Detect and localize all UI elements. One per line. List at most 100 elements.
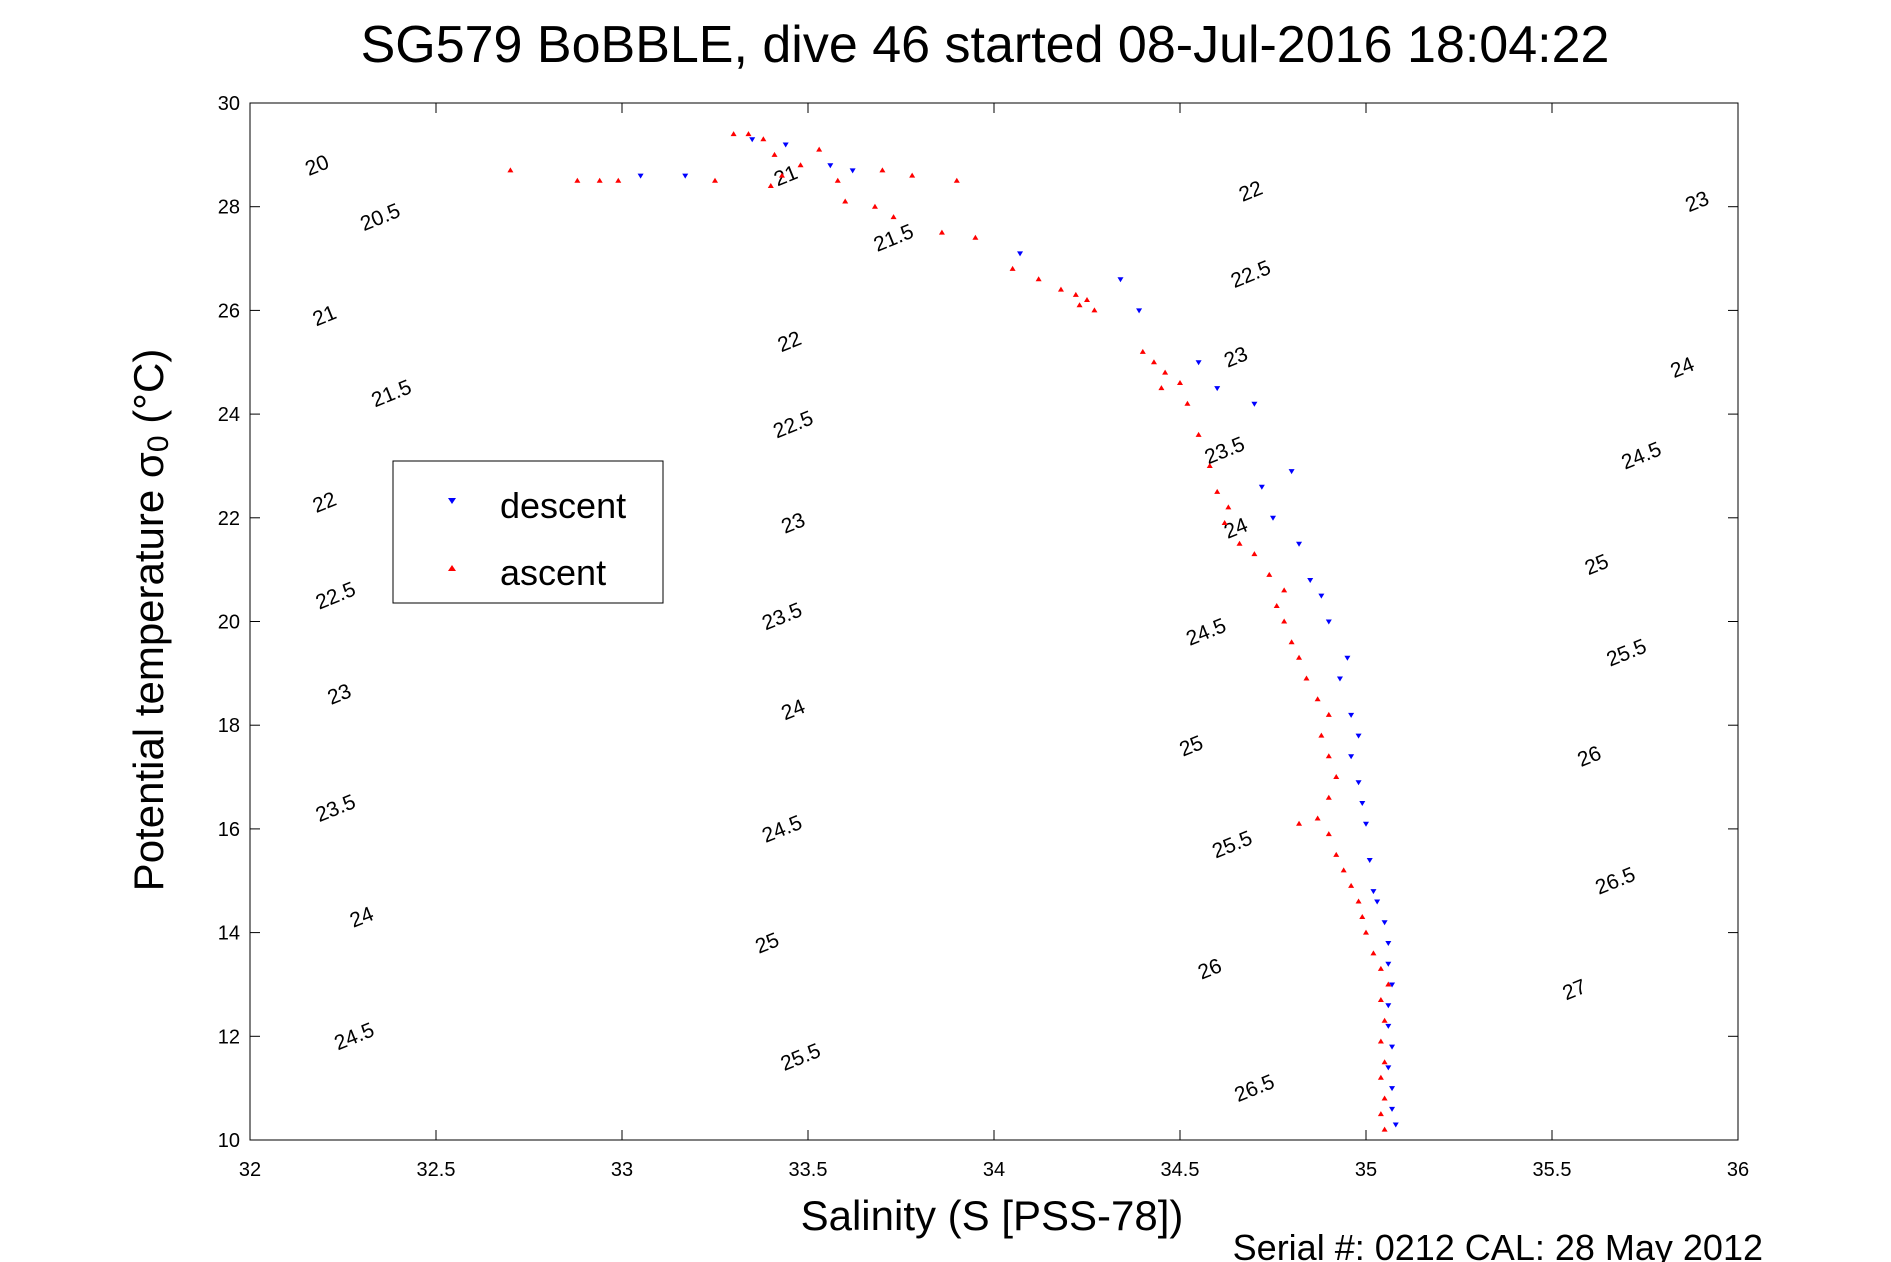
contour-label-bg [765,501,821,545]
ascent-point [1251,551,1258,557]
ascent-point [1381,1126,1388,1132]
ascent-point [1057,286,1064,292]
descent-point [1389,1044,1396,1050]
ascent-point [745,131,752,137]
x-axis-label: Salinity (S [PSS-78]) [801,1192,1184,1239]
contour-label-bg [1208,336,1263,379]
ascent-point [1377,1111,1384,1117]
x-tick-label: 34 [983,1159,1005,1181]
ascent-point [1221,519,1228,525]
descent-point [1374,899,1381,905]
contour-label-bg [1227,1067,1282,1110]
y-tick-label: 16 [218,819,240,841]
contour-label-bg [754,807,810,850]
ascent-point [1150,359,1157,365]
descent-point [1363,821,1369,827]
contour-label-bg [1669,180,1725,223]
legend-marker-ascent [448,565,456,571]
ascent-point [842,198,849,204]
x-tick-label: 33 [611,1159,633,1181]
ascent-point [1236,540,1243,546]
ascent-point [771,151,778,157]
y-tick-label: 28 [218,197,240,219]
contour-label-bg [773,1035,828,1079]
ascent-point [1009,265,1016,271]
descent-point [1270,515,1276,521]
ascent-point [1139,348,1146,354]
descent-point [1251,401,1258,407]
descent-point [1258,484,1265,490]
ascent-point [834,177,841,183]
contour-label-bg [866,216,921,259]
ascent-point [1214,488,1221,494]
contour-label-bg [1178,610,1234,653]
ascent-point [778,172,785,178]
ascent-point [1381,1095,1388,1101]
ascent-point [1296,654,1303,660]
ascent-point [1377,1074,1384,1080]
ascent-point [730,131,737,137]
ascent-point [1296,820,1303,826]
contour-label-bg [1223,170,1278,213]
contour-label-bg [1655,346,1710,389]
contour-label-bg [1569,543,1624,586]
ascent-point [615,177,622,183]
ascent-point [574,177,581,183]
contour-label-bg [1197,429,1252,472]
ascent-point [1348,882,1355,888]
descent-point [849,168,856,174]
x-tick-label: 32.5 [417,1159,456,1181]
contour-label-bg [1164,724,1219,767]
y-tick-label: 20 [218,612,240,634]
descent-point [1392,1122,1399,1128]
descent-point [1385,1023,1392,1029]
ascent-point [953,177,960,183]
descent-point [1117,277,1124,283]
descent-point [1136,308,1143,314]
ascent-point [1266,571,1273,577]
contour-label-bg [327,1015,382,1058]
ascent-point [1084,297,1090,303]
contour-label-bg [334,896,389,939]
ascent-point [1303,675,1310,681]
descent-point [1370,889,1377,895]
descent-point [1325,619,1332,625]
contour-label-bg [364,372,419,415]
ascent-point [1281,587,1288,593]
x-tick-label: 34.5 [1161,1159,1200,1181]
ascent-point [1377,965,1384,971]
legend-marker-descent [448,498,456,504]
ascent-point [1184,400,1191,406]
plot-area [249,102,1739,1141]
ascent-point [879,167,886,173]
ascent-point [1314,815,1321,821]
ascent-point [1325,753,1332,759]
descent-point [1017,251,1024,257]
ascent-point [890,214,897,220]
y-tick-label: 10 [218,1130,240,1152]
descent-point [749,137,756,143]
y-tick-label: 30 [218,93,240,115]
ascent-point [1225,504,1232,510]
chart-title: SG579 BoBBLE, dive 46 started 08-Jul-201… [361,16,1610,74]
ascent-point [1377,997,1384,1003]
legend-box [392,460,664,604]
y-tick-label: 18 [218,715,240,737]
x-tick-label: 36 [1727,1159,1749,1181]
descent-point [1385,940,1392,946]
ascent-point [1355,898,1362,904]
ascent-point [507,167,514,173]
contour-label-bg [739,921,795,965]
x-tick-label: 35.5 [1533,1159,1572,1181]
x-tick-label: 32 [239,1159,261,1181]
descent-point [637,173,644,179]
y-tick-label: 12 [218,1026,240,1048]
legend: descent ascent [392,460,664,604]
ascent-point [767,182,774,188]
x-axis-ticks: 32 32.5 33 33.5 34 34.5 35 35.5 36 [239,103,1749,1181]
descent-point [1385,961,1392,967]
contour-label-bg [312,673,367,716]
y-tick-label: 14 [218,923,240,945]
ascent-point [909,172,916,178]
